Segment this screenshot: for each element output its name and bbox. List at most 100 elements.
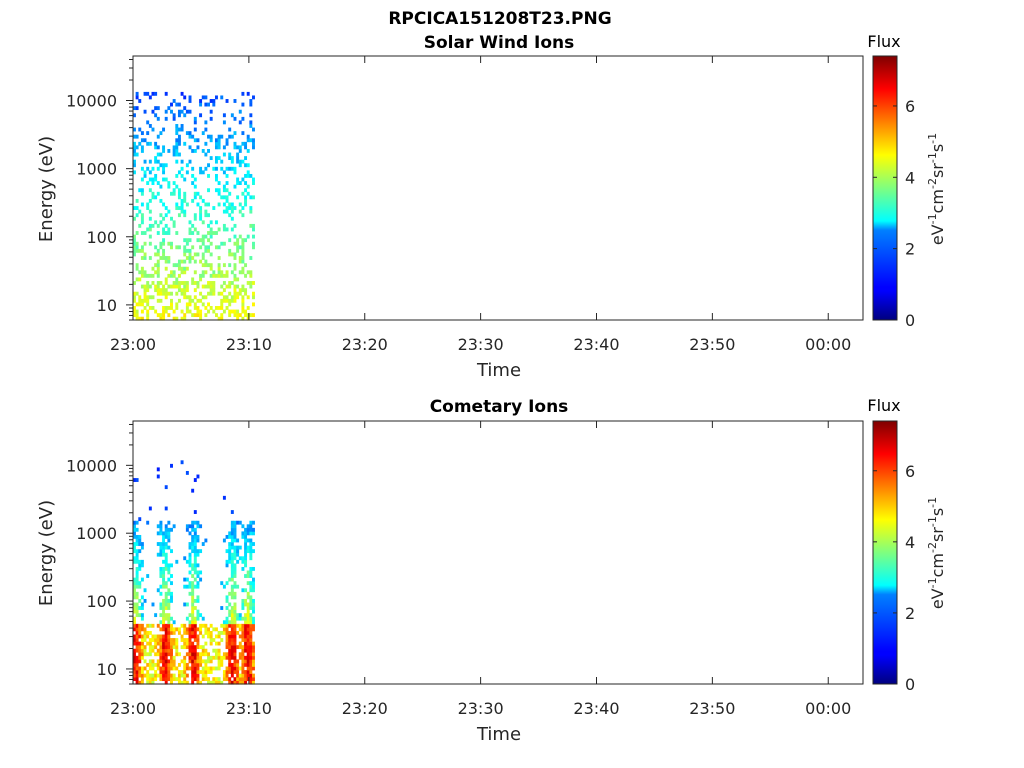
heatmap-cell [193, 606, 197, 610]
heatmap-cell [175, 302, 179, 307]
heatmap-cell [217, 270, 221, 275]
heatmap-cell [196, 238, 200, 243]
heatmap-cell [233, 206, 237, 210]
heatmap-cell [193, 662, 197, 667]
heatmap-cell [175, 149, 179, 153]
heatmap-cell [164, 288, 168, 293]
heatmap-cell [214, 313, 218, 318]
heatmap-cell [193, 570, 197, 575]
heatmap-cell [185, 641, 189, 646]
heatmap-cell [146, 302, 150, 307]
heatmap-cell [177, 102, 181, 107]
heatmap-cell [133, 577, 136, 582]
heatmap-cell [135, 648, 139, 653]
heatmap-cell [156, 634, 160, 639]
heatmap-cell [220, 298, 224, 303]
heatmap-cell [156, 552, 160, 557]
heatmap-cell [230, 591, 234, 596]
heatmap-cell [183, 252, 187, 257]
x-tick-label: 23:30 [458, 335, 504, 354]
x-tick-label: 23:40 [573, 335, 619, 354]
heatmap-cell [220, 302, 224, 307]
heatmap-cell [204, 209, 208, 214]
heatmap-cell [193, 673, 197, 678]
heatmap-cell [148, 662, 152, 667]
heatmap-cell [133, 673, 136, 678]
heatmap-cell [252, 602, 255, 607]
heatmap-cell [238, 645, 242, 650]
heatmap-cell [180, 281, 184, 285]
heatmap-cell [212, 231, 216, 235]
heatmap-cell [217, 666, 221, 671]
heatmap-cell [230, 524, 234, 529]
heatmap-cell [212, 273, 216, 278]
heatmap-cell [164, 531, 168, 536]
heatmap-cell [159, 574, 163, 578]
heatmap-cell [220, 159, 224, 164]
heatmap-cell [196, 538, 200, 543]
heatmap-cell [154, 645, 158, 650]
heatmap-cell [167, 566, 171, 571]
heatmap-cell [164, 627, 168, 632]
heatmap-cell [193, 670, 197, 674]
heatmap-cell [159, 602, 163, 607]
heatmap-cell [172, 281, 176, 285]
heatmap-cell [217, 306, 221, 310]
heatmap-cell [249, 531, 253, 536]
heatmap-cell [135, 316, 139, 321]
heatmap-cell [209, 659, 213, 664]
heatmap-cell [238, 163, 242, 168]
heatmap-cell [230, 623, 234, 628]
heatmap-cell [180, 623, 184, 628]
heatmap-cell [252, 542, 255, 546]
heatmap-cell [193, 527, 197, 532]
heatmap-cell [162, 542, 166, 546]
heatmap-cell [135, 634, 139, 639]
heatmap-cell [162, 566, 166, 571]
heatmap-cell [249, 538, 253, 543]
heatmap-cell [167, 659, 171, 664]
heatmap-cell [135, 198, 139, 203]
heatmap-cell [244, 527, 248, 532]
heatmap-cell [225, 616, 229, 621]
heatmap-cell [228, 577, 232, 582]
heatmap-cell [201, 659, 205, 664]
heatmap-cell [138, 627, 142, 632]
heatmap-cell [204, 313, 208, 318]
heatmap-cell [143, 648, 147, 653]
heatmap-cell [252, 241, 255, 246]
heatmap-cell [143, 270, 147, 275]
heatmap-cell [133, 291, 136, 296]
heatmap-cell [214, 177, 218, 182]
heatmap-cell [188, 531, 192, 536]
heatmap-cell [212, 99, 216, 103]
heatmap-cell [230, 616, 234, 621]
heatmap-cell [175, 206, 179, 210]
heatmap-cell [135, 556, 139, 561]
heatmap-cell [217, 641, 221, 646]
heatmap-cell [156, 291, 160, 296]
heatmap-cell [138, 295, 142, 300]
heatmap-cell [212, 648, 216, 653]
heatmap-cell [140, 245, 144, 250]
heatmap-cell [162, 166, 166, 171]
heatmap-cell [191, 563, 195, 568]
heatmap-cell [228, 263, 232, 268]
heatmap-cell [183, 95, 187, 100]
heatmap-cell [222, 241, 226, 246]
heatmap-cell [233, 641, 237, 646]
heatmap-cell [185, 248, 189, 253]
heatmap-cell [199, 655, 203, 660]
heatmap-cell [233, 545, 237, 550]
heatmap-cell [154, 195, 158, 200]
heatmap-cell [233, 638, 237, 642]
heatmap-cell [222, 620, 226, 625]
heatmap-cell [164, 545, 168, 550]
heatmap-cell [185, 295, 189, 300]
heatmap-cell [196, 281, 200, 285]
heatmap-cell [204, 213, 208, 218]
heatmap-cell [252, 520, 255, 525]
heatmap-cell [249, 602, 253, 607]
heatmap-cell [167, 645, 171, 650]
heatmap-cell [244, 673, 248, 678]
